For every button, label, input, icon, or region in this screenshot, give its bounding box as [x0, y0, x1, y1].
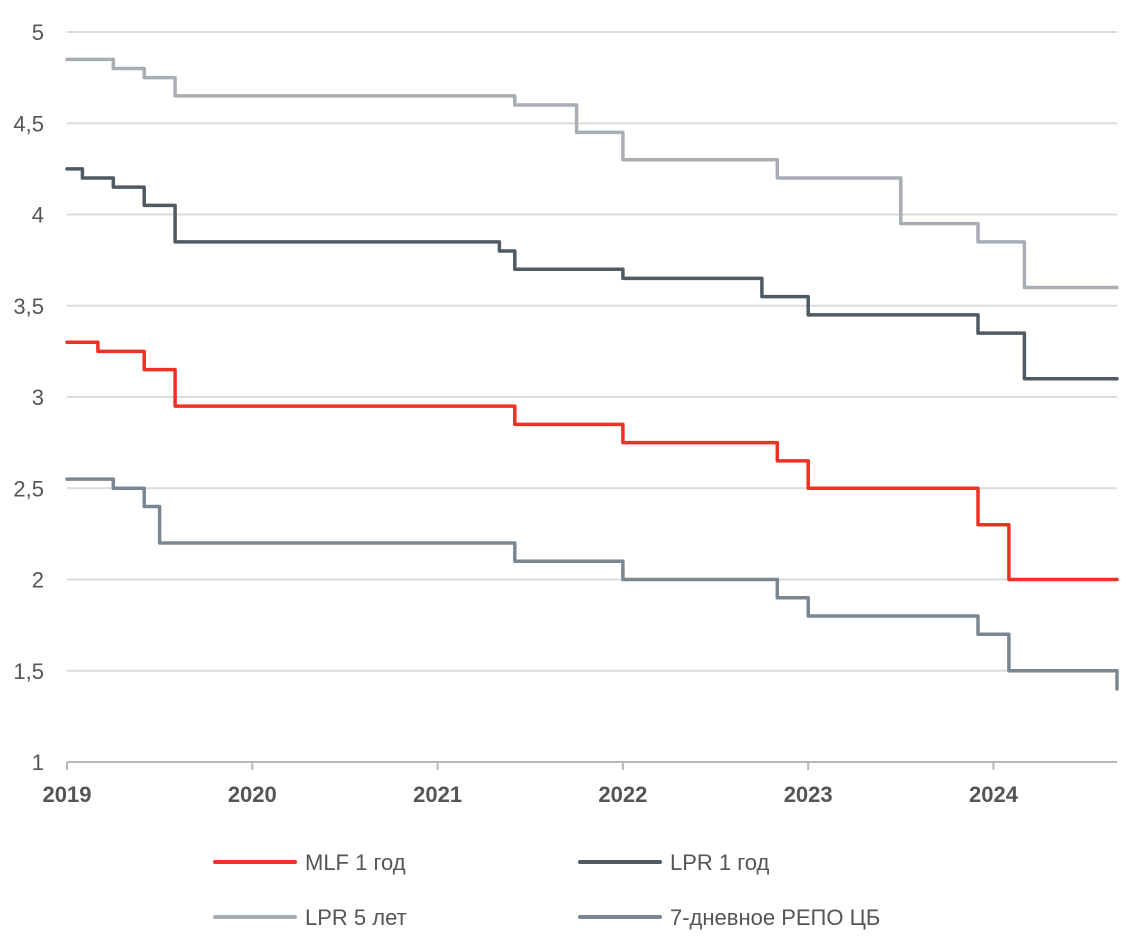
y-tick-label: 3 [32, 385, 44, 410]
y-tick-label: 4,5 [13, 111, 44, 136]
legend-label: MLF 1 год [305, 850, 406, 875]
y-tick-label: 3,5 [13, 294, 44, 319]
legend-label: 7-дневное РЕПО ЦБ [670, 905, 880, 930]
x-tick-label: 2021 [413, 782, 462, 807]
legend-label: LPR 5 лет [305, 905, 407, 930]
y-tick-label: 4 [32, 203, 44, 228]
x-tick-label: 2023 [784, 782, 833, 807]
series-line [65, 167, 1119, 381]
x-tick-label: 2024 [969, 782, 1019, 807]
legend-label: LPR 1 год [670, 850, 770, 875]
x-tick-label: 2020 [228, 782, 277, 807]
y-tick-label: 5 [32, 20, 44, 45]
x-tick-label: 2022 [598, 782, 647, 807]
x-axis-ticks: 2019 2020 2021 2022 2023 2024 [43, 762, 1019, 807]
y-tick-label: 2,5 [13, 476, 44, 501]
series-line [65, 340, 1119, 582]
series-line [65, 57, 1119, 290]
y-tick-label: 1,5 [13, 659, 44, 684]
y-axis-ticks: 1 1,5 2 2,5 3 3,5 4 4,5 5 [13, 20, 44, 775]
series-line [65, 477, 1119, 691]
y-tick-label: 1 [32, 750, 44, 775]
gridlines [67, 31, 1117, 672]
y-tick-label: 2 [32, 568, 44, 593]
series-lines [65, 57, 1119, 691]
x-tick-label: 2019 [43, 782, 92, 807]
legend: MLF 1 год LPR 1 год LPR 5 лет 7-дневное РЕП… [213, 850, 880, 930]
